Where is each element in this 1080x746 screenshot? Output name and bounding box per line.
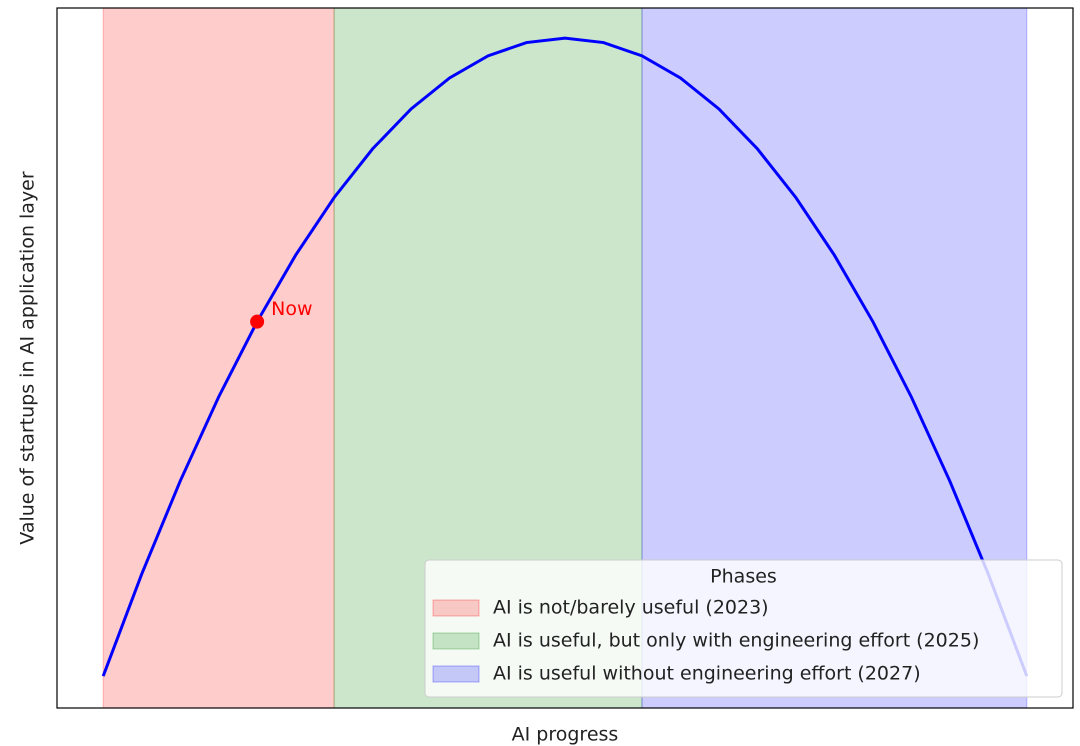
legend: Phases AI is not/barely useful (2023) AI i… <box>424 559 1063 698</box>
axes-frame <box>56 7 1074 709</box>
annotation-label: Now <box>271 298 312 320</box>
legend-label: AI is useful, but only with engineering … <box>493 630 979 652</box>
phase-span <box>102 7 335 709</box>
now-point <box>250 314 265 329</box>
x-axis-label: AI progress <box>512 724 619 746</box>
legend-swatch <box>432 632 480 650</box>
legend-label: AI is useful without engineering effort … <box>493 663 921 685</box>
legend-swatch <box>432 665 480 683</box>
legend-swatch <box>432 599 480 617</box>
legend-title: Phases <box>710 566 777 588</box>
legend-box <box>424 559 1063 698</box>
legend-label: AI is not/barely useful (2023) <box>493 597 769 619</box>
y-axis-label: Value of startups in AI application laye… <box>17 171 39 545</box>
